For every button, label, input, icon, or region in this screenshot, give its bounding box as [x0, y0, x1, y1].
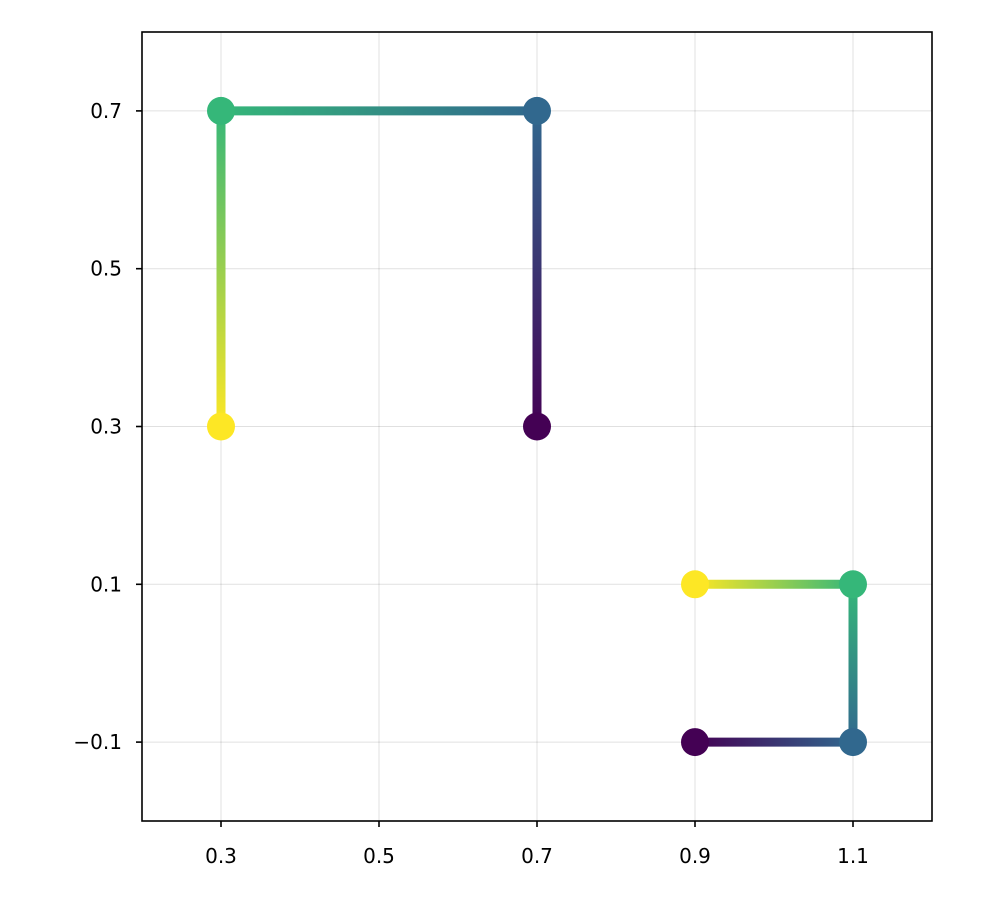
x-tick-label: 0.9: [679, 844, 711, 868]
series-2-point: [839, 570, 867, 599]
y-tick-label: −0.1: [73, 730, 122, 754]
axis-ticks: 0.3 0.5 0.7 0.9 1.1 −0.1 0.1 0.3 0.5 0.7: [73, 99, 868, 868]
y-tick-label: 0.3: [90, 415, 122, 439]
series-1-point: [523, 412, 551, 441]
series-2-point: [681, 570, 709, 599]
x-tick-label: 0.3: [205, 844, 237, 868]
series-1-point: [523, 96, 551, 125]
x-tick-label: 0.5: [363, 844, 395, 868]
series-lines: [216, 106, 858, 747]
series-2-point: [839, 728, 867, 757]
x-tick-label: 0.7: [521, 844, 553, 868]
y-tick-label: 0.5: [90, 257, 122, 281]
y-tick-label: 0.1: [90, 572, 122, 596]
x-tick-label: 1.1: [837, 844, 869, 868]
y-tick-label: 0.7: [90, 99, 122, 123]
series-1-point: [207, 412, 235, 441]
series-2-point: [681, 728, 709, 757]
series-points: [207, 96, 867, 757]
series-1-point: [207, 96, 235, 125]
